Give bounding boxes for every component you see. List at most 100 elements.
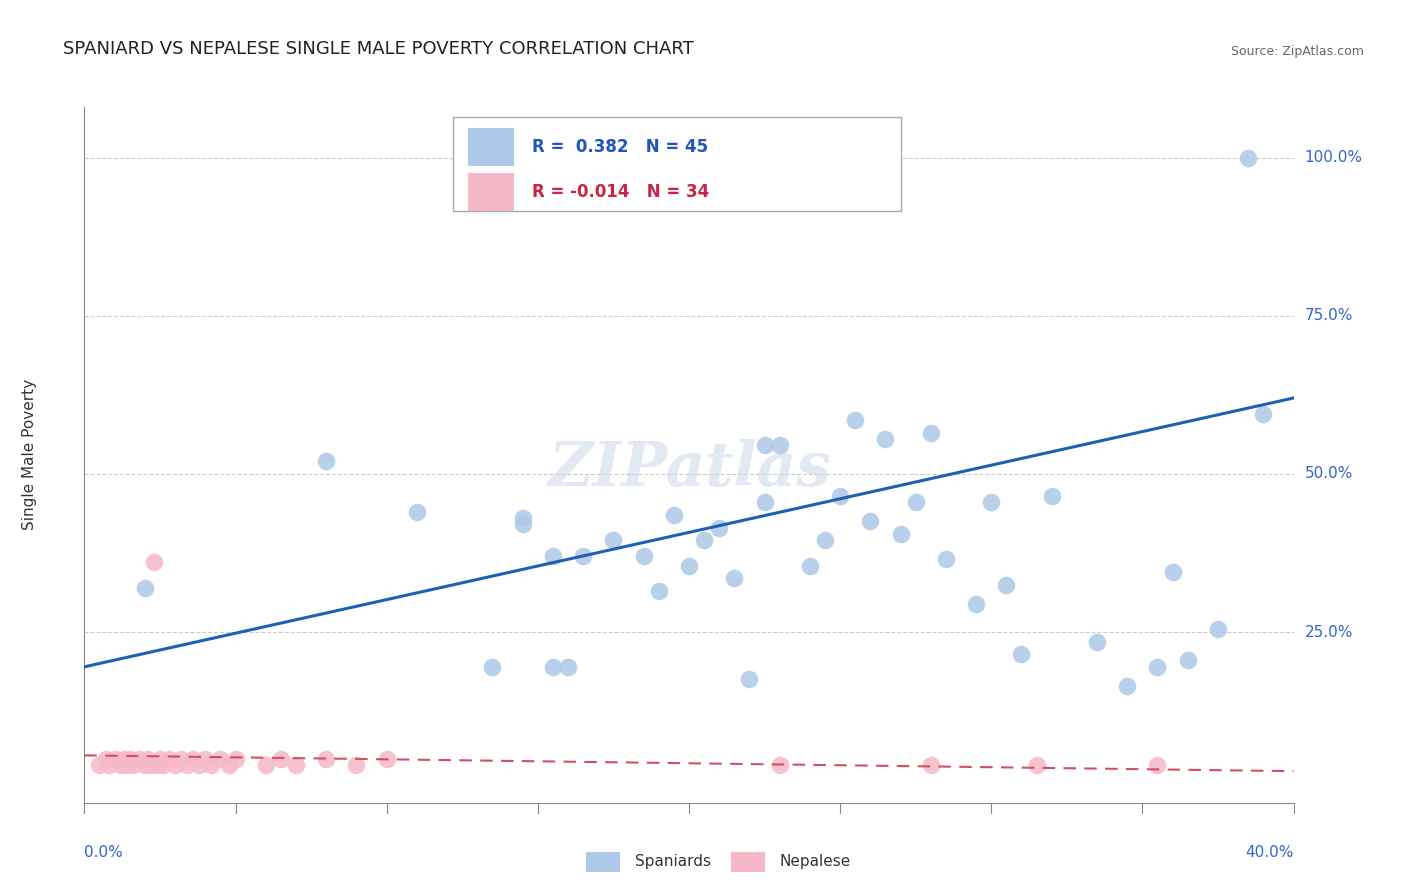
Point — [188, 757, 211, 772]
Point — [920, 425, 942, 440]
Text: Single Male Poverty: Single Male Poverty — [22, 379, 38, 531]
Bar — [468, 173, 513, 211]
Point — [112, 751, 135, 765]
Point — [181, 751, 204, 765]
Point — [662, 508, 685, 522]
Point — [1161, 565, 1184, 579]
Point — [754, 438, 776, 452]
Point — [1177, 653, 1199, 667]
Text: 75.0%: 75.0% — [1305, 309, 1353, 323]
Bar — [731, 852, 765, 872]
Point — [995, 577, 1018, 591]
Text: 50.0%: 50.0% — [1305, 467, 1353, 482]
Point — [1116, 679, 1139, 693]
Point — [97, 757, 120, 772]
Point — [146, 757, 169, 772]
Point — [134, 757, 156, 772]
Point — [121, 757, 143, 772]
Text: SPANIARD VS NEPALESE SINGLE MALE POVERTY CORRELATION CHART: SPANIARD VS NEPALESE SINGLE MALE POVERTY… — [63, 40, 695, 58]
Point — [194, 751, 217, 765]
Point — [512, 517, 534, 532]
Point — [920, 757, 942, 772]
Point — [315, 454, 337, 468]
Point — [678, 558, 700, 573]
Point — [541, 660, 564, 674]
Point — [633, 549, 655, 563]
Text: R =  0.382   N = 45: R = 0.382 N = 45 — [531, 138, 707, 156]
Point — [814, 533, 837, 548]
Bar — [586, 852, 620, 872]
Point — [1146, 757, 1168, 772]
Point — [481, 660, 503, 674]
Point — [769, 438, 792, 452]
Point — [254, 757, 277, 772]
Point — [557, 660, 579, 674]
Text: 100.0%: 100.0% — [1305, 150, 1362, 165]
Point — [270, 751, 292, 765]
Text: Source: ZipAtlas.com: Source: ZipAtlas.com — [1230, 45, 1364, 58]
Point — [1025, 757, 1047, 772]
Point — [139, 757, 162, 772]
Point — [89, 757, 111, 772]
Point — [163, 757, 186, 772]
Point — [115, 757, 138, 772]
Point — [512, 511, 534, 525]
Point — [965, 597, 987, 611]
Point — [1010, 647, 1032, 661]
Point — [1251, 407, 1274, 421]
Point — [1237, 151, 1260, 165]
Point — [209, 751, 232, 765]
Point — [128, 751, 150, 765]
Point — [142, 556, 165, 570]
Point — [375, 751, 398, 765]
Point — [94, 751, 117, 765]
Point — [104, 751, 127, 765]
Text: Spaniards: Spaniards — [634, 855, 710, 870]
Point — [176, 757, 198, 772]
Point — [693, 533, 716, 548]
Point — [1085, 634, 1108, 648]
Point — [754, 495, 776, 509]
Point — [118, 751, 141, 765]
Text: 0.0%: 0.0% — [84, 845, 124, 860]
Point — [225, 751, 247, 765]
Point — [572, 549, 595, 563]
Point — [709, 521, 731, 535]
Text: 25.0%: 25.0% — [1305, 624, 1353, 640]
Text: ZIPatlas: ZIPatlas — [547, 439, 831, 499]
Point — [875, 432, 897, 446]
Point — [157, 751, 180, 765]
Bar — [468, 128, 513, 166]
Point — [738, 673, 761, 687]
Point — [1146, 660, 1168, 674]
Point — [935, 552, 957, 566]
Point — [110, 757, 132, 772]
Point — [1040, 489, 1063, 503]
Point — [799, 558, 821, 573]
Point — [346, 757, 368, 772]
Point — [218, 757, 240, 772]
Point — [284, 757, 308, 772]
Point — [149, 751, 172, 765]
Point — [136, 751, 159, 765]
Point — [904, 495, 927, 509]
Point — [602, 533, 624, 548]
Point — [890, 527, 912, 541]
Point — [1206, 622, 1229, 636]
Point — [844, 413, 866, 427]
Text: Nepalese: Nepalese — [780, 855, 851, 870]
Point — [170, 751, 193, 765]
Text: 40.0%: 40.0% — [1246, 845, 1294, 860]
Point — [980, 495, 1002, 509]
Point — [830, 489, 852, 503]
Point — [541, 549, 564, 563]
Point — [152, 757, 174, 772]
Point — [769, 757, 792, 772]
Point — [406, 505, 429, 519]
Point — [647, 583, 671, 598]
Point — [200, 757, 222, 772]
Text: R = -0.014   N = 34: R = -0.014 N = 34 — [531, 183, 709, 202]
Point — [723, 571, 745, 585]
Point — [859, 514, 882, 528]
Point — [134, 581, 156, 595]
